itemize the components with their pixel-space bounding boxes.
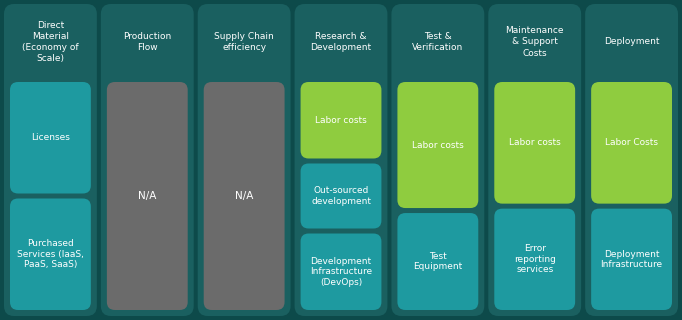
Text: Deployment: Deployment [604, 37, 659, 46]
Text: Licenses: Licenses [31, 133, 70, 142]
FancyBboxPatch shape [494, 209, 575, 310]
Text: Labor costs: Labor costs [315, 116, 367, 125]
Text: Labor costs: Labor costs [509, 138, 561, 147]
FancyBboxPatch shape [4, 4, 97, 316]
Text: Labor costs: Labor costs [412, 140, 464, 149]
Text: Error
reporting
services: Error reporting services [514, 244, 556, 274]
FancyBboxPatch shape [10, 198, 91, 310]
Text: Test
Equipment: Test Equipment [413, 252, 462, 271]
FancyBboxPatch shape [494, 82, 575, 204]
FancyBboxPatch shape [585, 4, 678, 316]
Text: Deployment
Infrastructure: Deployment Infrastructure [601, 250, 663, 269]
Text: Supply Chain
efficiency: Supply Chain efficiency [214, 32, 274, 52]
Text: N/A: N/A [235, 191, 253, 201]
Text: Direct
Material
(Economy of
Scale): Direct Material (Economy of Scale) [22, 21, 78, 63]
FancyBboxPatch shape [398, 213, 478, 310]
FancyBboxPatch shape [204, 82, 284, 310]
FancyBboxPatch shape [10, 82, 91, 194]
FancyBboxPatch shape [295, 4, 387, 316]
Text: N/A: N/A [138, 191, 156, 201]
FancyBboxPatch shape [391, 4, 484, 316]
Text: Development
Infrastructure
(DevOps): Development Infrastructure (DevOps) [310, 257, 372, 287]
Text: Production
Flow: Production Flow [123, 32, 171, 52]
Text: Out-sourced
development: Out-sourced development [311, 186, 371, 206]
Text: Test &
Verification: Test & Verification [412, 32, 464, 52]
FancyBboxPatch shape [301, 164, 381, 228]
FancyBboxPatch shape [591, 209, 672, 310]
Text: Labor Costs: Labor Costs [605, 138, 658, 147]
FancyBboxPatch shape [198, 4, 291, 316]
FancyBboxPatch shape [301, 234, 381, 310]
Text: Research &
Development: Research & Development [310, 32, 372, 52]
Text: Purchased
Services (IaaS,
PaaS, SaaS): Purchased Services (IaaS, PaaS, SaaS) [17, 239, 84, 269]
FancyBboxPatch shape [301, 82, 381, 158]
FancyBboxPatch shape [398, 82, 478, 208]
FancyBboxPatch shape [107, 82, 188, 310]
Text: Maintenance
& Support
Costs: Maintenance & Support Costs [505, 26, 564, 58]
FancyBboxPatch shape [591, 82, 672, 204]
FancyBboxPatch shape [101, 4, 194, 316]
FancyBboxPatch shape [488, 4, 581, 316]
